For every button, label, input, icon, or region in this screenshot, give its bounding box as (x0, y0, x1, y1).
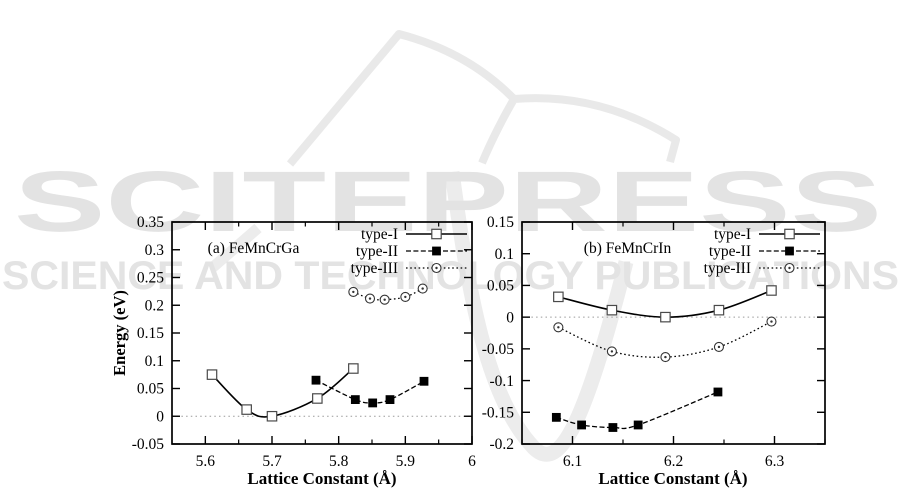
filled-square-marker (785, 246, 794, 256)
series-type-III (348, 283, 428, 305)
x-axis-label-chart-a: Lattice Constant (Å) (247, 469, 397, 488)
open-square-marker (206, 369, 218, 380)
open-square-marker (241, 404, 252, 415)
x-tick-label: 6.2 (664, 453, 683, 470)
open-square-marker (784, 228, 795, 240)
filled-square-marker (577, 420, 586, 430)
open-square-marker (312, 393, 323, 404)
y-tick-label: -0.05 (482, 341, 515, 358)
y-tick-label: -0.1 (489, 373, 514, 390)
y-tick-label: 0.1 (495, 246, 514, 263)
filled-square-marker (311, 375, 321, 385)
filled-square-marker (713, 387, 723, 397)
y-tick-label: 0 (506, 309, 514, 326)
open-square-marker (431, 228, 442, 240)
series-type-I (206, 363, 359, 422)
series-type-II (551, 387, 723, 432)
x-tick-label: 6 (468, 453, 476, 470)
chart-a-label: (a) FeMnCrGa (207, 240, 300, 257)
series-type-I (553, 285, 777, 323)
x-tick-label: 5.7 (262, 453, 282, 470)
chart-b-label: (b) FeMnCrIn (583, 240, 672, 257)
x-tick-label: 5.9 (396, 453, 416, 470)
y-tick-label: 0.35 (137, 214, 164, 231)
y-tick-label: 0.3 (145, 242, 165, 259)
legend-label: type-III (704, 260, 751, 277)
open-square-marker (660, 311, 671, 323)
open-book-icon (286, 30, 680, 167)
legend-label: type-I (714, 226, 751, 243)
filled-square-marker (551, 412, 561, 422)
legend-label: type-III (351, 260, 398, 277)
y-tick-label: 0.15 (137, 325, 164, 342)
y-tick-label: -0.05 (132, 436, 165, 453)
y-axis-label-energy: Energy (eV) (110, 290, 129, 376)
chart-a: 5.6 5.7 5.8 5.9 6 0.35 0.3 0.25 0.2 0.15 0.1 0.05 0 -… (132, 214, 476, 470)
axes-ticks: 5.6 5.7 5.8 5.9 6 0.35 0.3 0.25 0.2 0.15 0.1 0.05 0 -… (132, 214, 476, 470)
series-type-III (553, 316, 777, 363)
filled-square-marker (432, 246, 441, 256)
open-square-marker (553, 291, 564, 303)
x-axis-label-chart-b: Lattice Constant (Å) (598, 469, 748, 488)
x-tick-label: 6.3 (765, 453, 785, 470)
y-tick-label: 0.15 (487, 214, 514, 231)
y-tick-label: 0.25 (137, 270, 164, 287)
open-square-marker (266, 410, 278, 422)
watermark-slash-shape (208, 223, 262, 273)
filled-square-marker (419, 376, 429, 386)
open-square-marker (713, 304, 725, 316)
y-tick-label: 0.05 (487, 278, 514, 295)
open-square-marker (348, 363, 359, 374)
watermark-swoosh-shape (444, 170, 634, 462)
x-tick-label: 6.1 (563, 453, 582, 470)
filled-square-marker (385, 395, 395, 404)
y-tick-label: -0.15 (482, 404, 515, 421)
x-tick-label: 5.6 (196, 453, 216, 470)
legend-label: type-I (361, 226, 398, 243)
filled-square-marker (633, 420, 643, 430)
y-tick-label: 0.2 (145, 297, 164, 314)
filled-square-marker (608, 423, 618, 432)
series-type-II (311, 375, 429, 408)
axes-ticks: 6.1 6.2 6.3 0.15 0.1 0.05 0 -0.05 -0.1 -0.15 -0.2 (482, 214, 826, 470)
filled-square-marker (350, 395, 360, 404)
y-tick-label: 0 (156, 408, 164, 425)
open-square-marker (766, 285, 777, 296)
open-square-marker (606, 304, 618, 316)
y-tick-label: 0.05 (137, 381, 164, 398)
chart-b: 6.1 6.2 6.3 0.15 0.1 0.05 0 -0.05 -0.1 -0.15 -0.2 t… (482, 214, 826, 470)
watermark-tagline-text: SCIENCE AND TECHNOLOGY PUBLICATIONS (2, 254, 899, 298)
filled-square-marker (368, 398, 378, 408)
y-tick-label: -0.2 (489, 436, 514, 453)
legend-label: type-II (356, 243, 398, 260)
legend-label: type-II (709, 243, 751, 260)
y-tick-label: 0.1 (145, 353, 164, 370)
x-tick-label: 5.8 (329, 453, 349, 470)
